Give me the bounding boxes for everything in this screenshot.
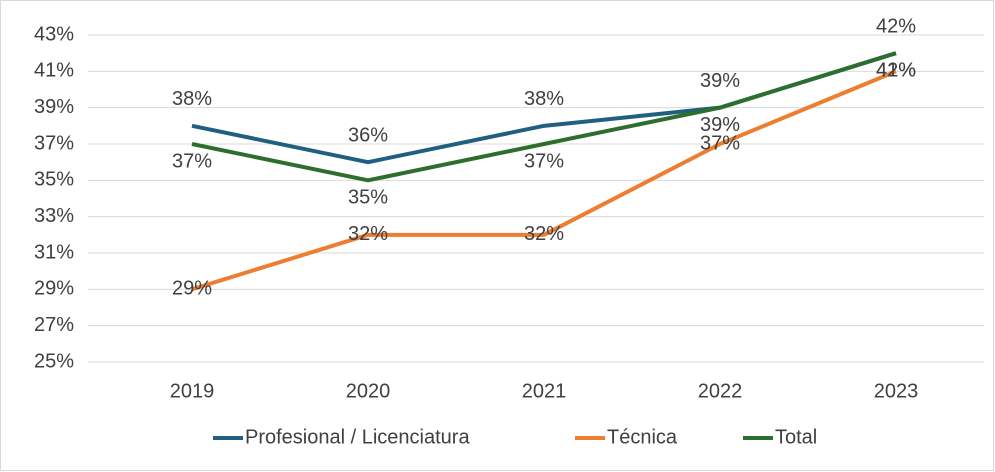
series-line bbox=[191, 51, 897, 183]
y-tick-label: 41% bbox=[34, 60, 74, 82]
y-tick-label: 25% bbox=[34, 350, 74, 372]
data-label: 38% bbox=[524, 88, 564, 110]
data-label: 32% bbox=[524, 223, 564, 245]
y-tick-label: 37% bbox=[34, 132, 74, 154]
x-tick-label: 2020 bbox=[346, 380, 391, 402]
y-tick-label: 35% bbox=[34, 169, 74, 191]
y-tick-label: 33% bbox=[34, 205, 74, 227]
data-label: 35% bbox=[348, 187, 388, 209]
y-tick-label: 29% bbox=[34, 278, 74, 300]
y-tick-label: 27% bbox=[34, 314, 74, 336]
x-tick-label: 2023 bbox=[874, 380, 919, 402]
x-tick-label: 2022 bbox=[698, 380, 743, 402]
data-label: 39% bbox=[700, 114, 740, 136]
data-label: 38% bbox=[172, 88, 212, 110]
legend-label: Técnica bbox=[607, 426, 678, 448]
x-tick-label: 2021 bbox=[522, 380, 567, 402]
data-label: 37% bbox=[172, 150, 212, 172]
legend-label: Profesional / Licenciatura bbox=[245, 426, 470, 448]
x-tick-label: 2019 bbox=[170, 380, 215, 402]
y-tick-label: 31% bbox=[34, 241, 74, 263]
data-label: 41% bbox=[876, 60, 916, 82]
data-label: 36% bbox=[348, 124, 388, 146]
y-tick-label: 39% bbox=[34, 96, 74, 118]
legend-label: Total bbox=[775, 426, 817, 448]
data-label: 37% bbox=[700, 132, 740, 154]
y-tick-label: 43% bbox=[34, 23, 74, 45]
data-label: 39% bbox=[700, 70, 740, 92]
data-label: 42% bbox=[876, 59, 916, 81]
data-label: 42% bbox=[876, 15, 916, 37]
data-label: 37% bbox=[524, 150, 564, 172]
data-label: 32% bbox=[348, 223, 388, 245]
series-line bbox=[191, 69, 897, 292]
data-label: 29% bbox=[172, 278, 212, 300]
